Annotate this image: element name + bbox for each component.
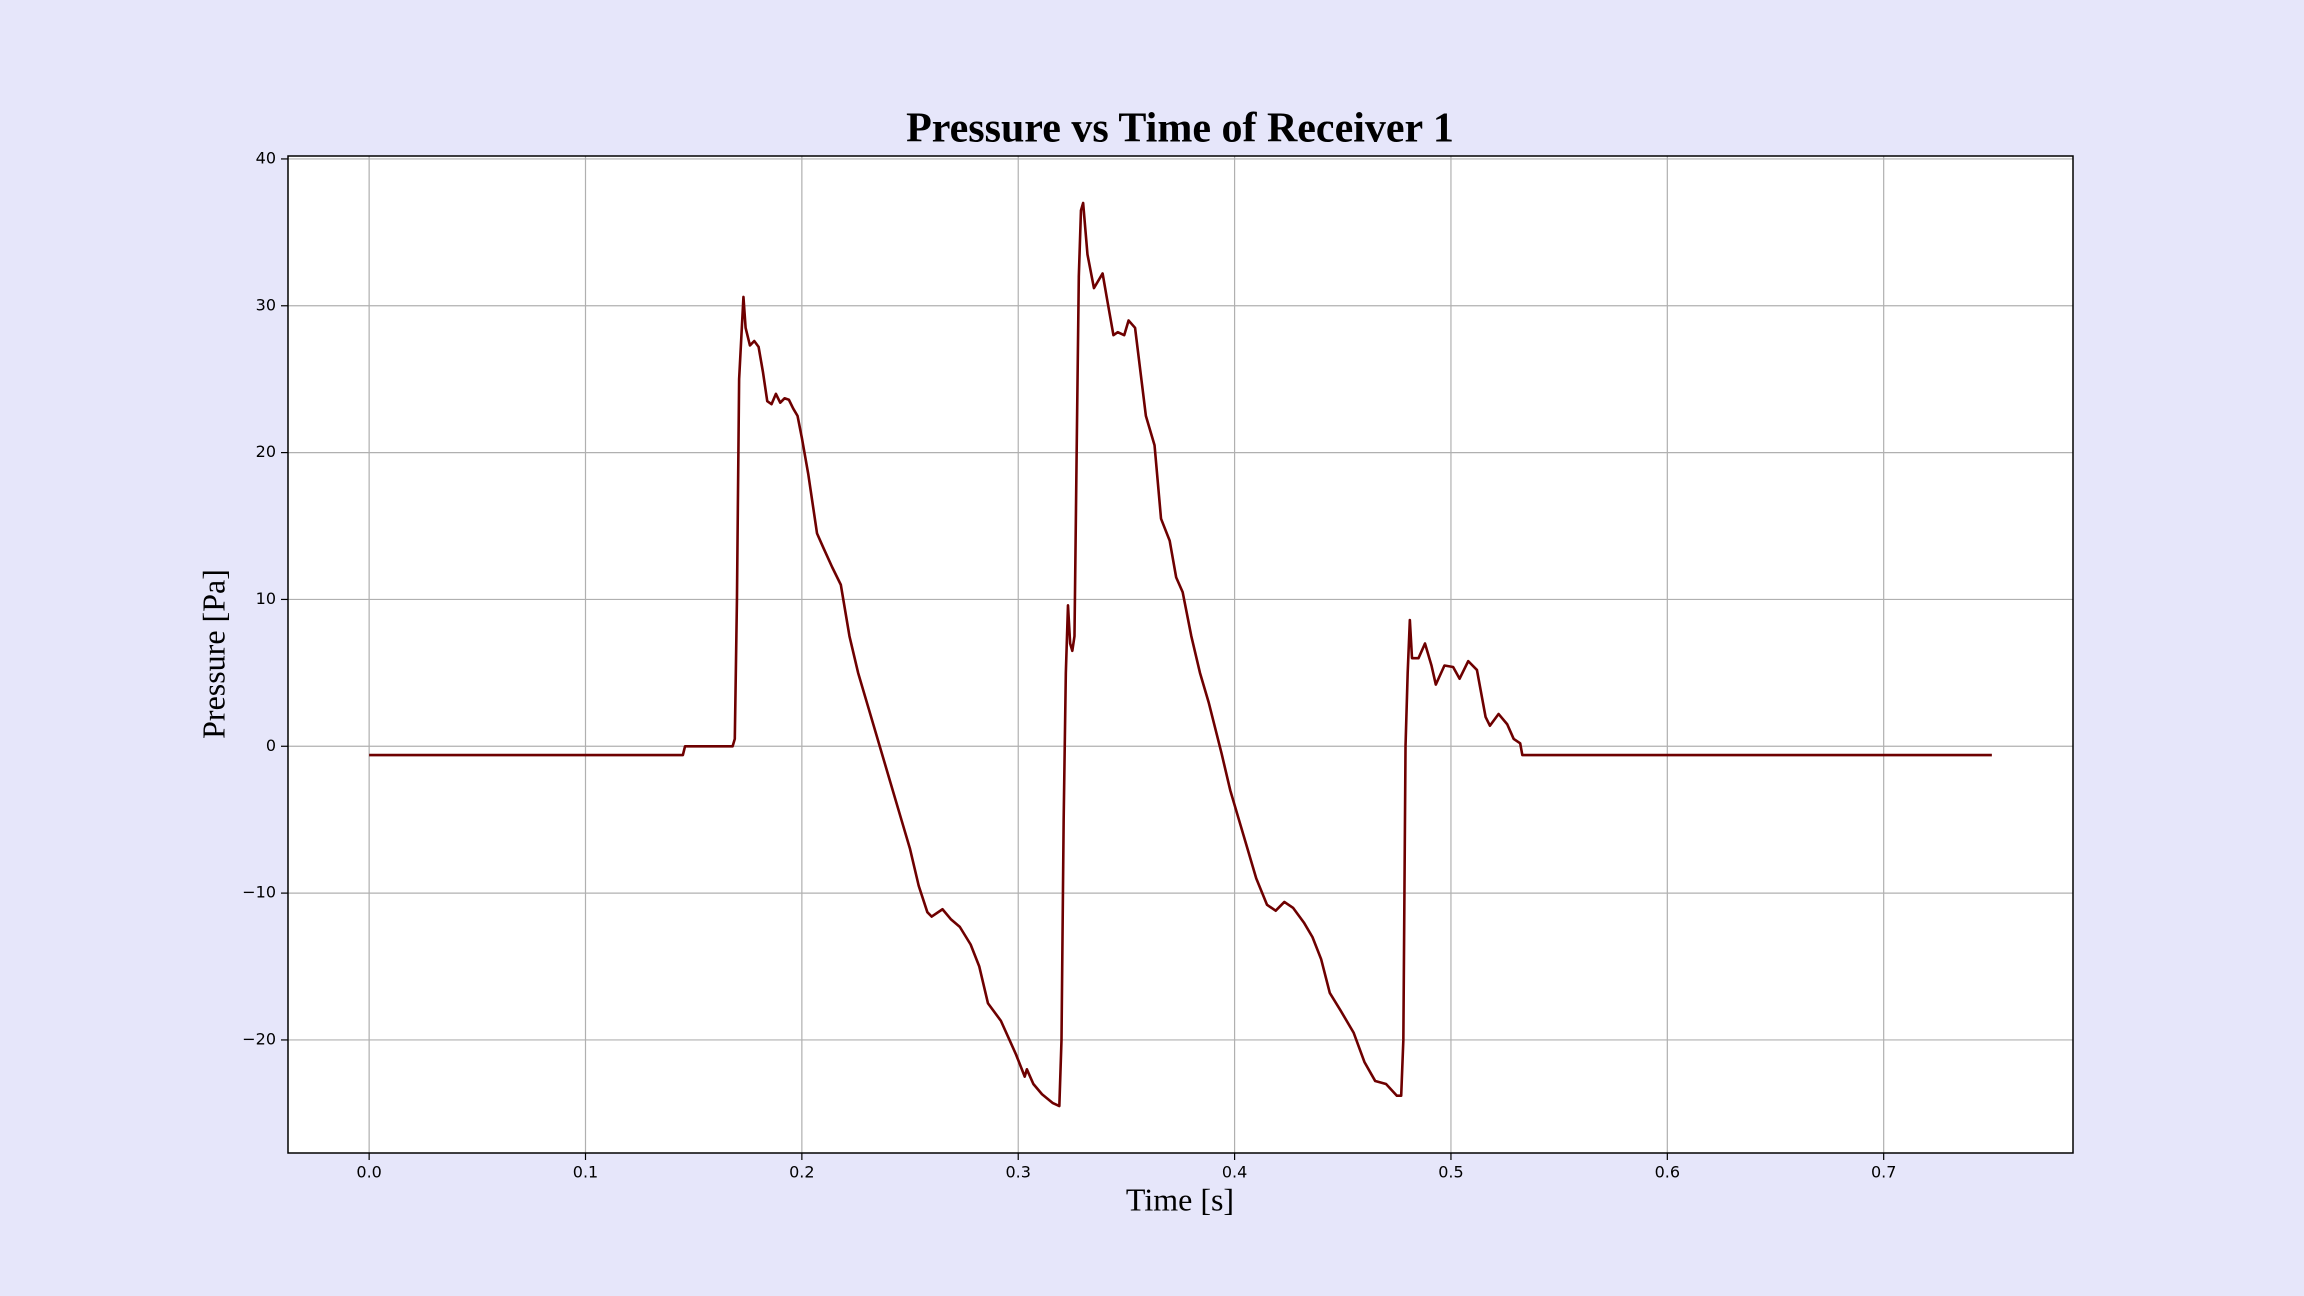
x-tick-label: 0.7 — [1871, 1163, 1896, 1182]
x-tick-label: 0.6 — [1655, 1163, 1680, 1182]
data-line — [369, 201, 1992, 1108]
y-tick-label: 10 — [256, 589, 276, 608]
y-tick-label: 30 — [256, 295, 276, 314]
y-tick-label: 0 — [266, 736, 276, 755]
x-tick-label: 0.3 — [1006, 1163, 1031, 1182]
axes-frame — [287, 155, 2074, 1154]
x-tick-label: 0.2 — [789, 1163, 814, 1182]
y-tick-label: 20 — [256, 442, 276, 461]
y-tick-label: −20 — [242, 1029, 276, 1048]
x-tick-label: 0.0 — [356, 1163, 381, 1182]
x-axis-label: Time [s] — [1126, 1181, 1234, 1217]
y-axis-label: Pressure [Pa] — [195, 569, 231, 739]
chart-title: Pressure vs Time of Receiver 1 — [906, 106, 1454, 152]
x-tick-label: 0.1 — [573, 1163, 598, 1182]
y-tick-label: 40 — [256, 148, 276, 167]
x-tick-label: 0.4 — [1222, 1163, 1247, 1182]
x-tick-label: 0.5 — [1438, 1163, 1463, 1182]
y-tick-label: −10 — [242, 883, 276, 902]
